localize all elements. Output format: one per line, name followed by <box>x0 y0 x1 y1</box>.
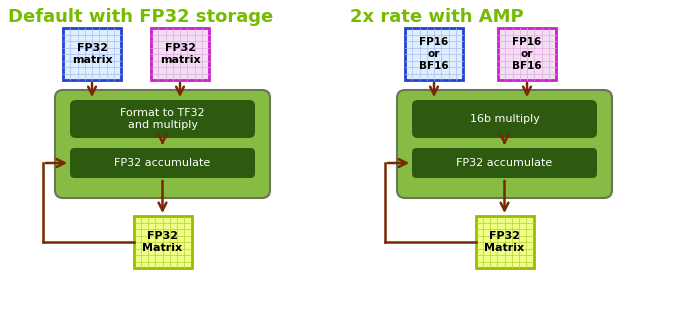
FancyBboxPatch shape <box>412 148 597 178</box>
Text: FP32
Matrix: FP32 Matrix <box>142 231 183 253</box>
Bar <box>475 216 534 268</box>
Text: FP32
matrix: FP32 matrix <box>72 43 112 65</box>
Bar <box>498 28 556 80</box>
FancyBboxPatch shape <box>397 90 612 198</box>
Text: Format to TF32
and multiply: Format to TF32 and multiply <box>120 108 205 130</box>
Bar <box>151 28 209 80</box>
Bar <box>133 216 192 268</box>
Bar <box>405 28 463 80</box>
Text: FP32
Matrix: FP32 Matrix <box>484 231 525 253</box>
FancyBboxPatch shape <box>55 90 270 198</box>
Text: FP32
matrix: FP32 matrix <box>159 43 200 65</box>
Text: FP32 accumulate: FP32 accumulate <box>456 158 553 168</box>
FancyBboxPatch shape <box>412 100 597 138</box>
FancyBboxPatch shape <box>70 100 255 138</box>
Text: 2x rate with AMP: 2x rate with AMP <box>350 8 524 26</box>
FancyBboxPatch shape <box>70 148 255 178</box>
Text: FP32 accumulate: FP32 accumulate <box>114 158 211 168</box>
Text: FP16
or
BF16: FP16 or BF16 <box>512 36 542 71</box>
Bar <box>63 28 121 80</box>
Text: Default with FP32 storage: Default with FP32 storage <box>8 8 273 26</box>
Text: 16b multiply: 16b multiply <box>469 114 540 124</box>
Text: FP16
or
BF16: FP16 or BF16 <box>419 36 449 71</box>
